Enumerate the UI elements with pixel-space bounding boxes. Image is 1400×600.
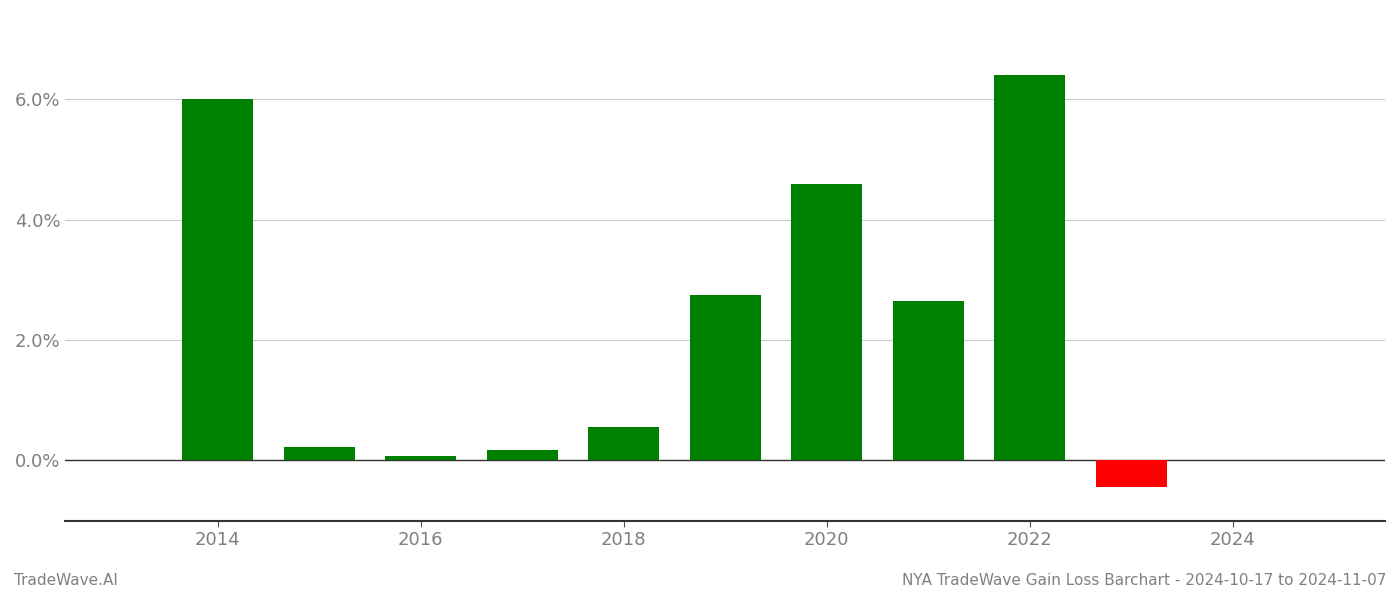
Text: TradeWave.AI: TradeWave.AI	[14, 573, 118, 588]
Text: NYA TradeWave Gain Loss Barchart - 2024-10-17 to 2024-11-07: NYA TradeWave Gain Loss Barchart - 2024-…	[902, 573, 1386, 588]
Bar	[385, 455, 456, 460]
Bar	[994, 75, 1065, 460]
Bar	[284, 447, 354, 460]
Bar	[588, 427, 659, 460]
Bar	[791, 184, 862, 460]
Bar	[690, 295, 760, 460]
Bar	[893, 301, 963, 460]
Bar	[487, 449, 557, 460]
Bar	[1096, 460, 1166, 487]
Bar	[182, 98, 253, 460]
